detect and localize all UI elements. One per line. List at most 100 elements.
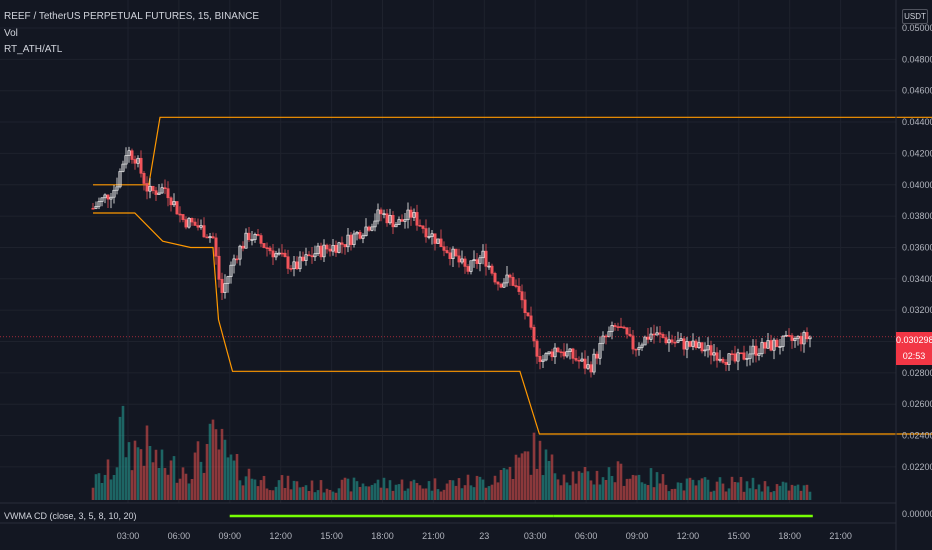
symbol-title[interactable]: REEF / TetherUS PERPETUAL FUTURES, 15, B… <box>4 11 260 22</box>
time-axis[interactable]: 03:00 06:00 09:00 12:00 15:00 18:00 21:00 23 03:… <box>117 531 852 541</box>
volume-bar <box>478 476 482 500</box>
candle-body <box>751 345 755 355</box>
candle-body <box>523 299 527 314</box>
volume-bar <box>310 480 314 500</box>
indicator-vol-label[interactable]: Vol <box>4 28 18 39</box>
volume-bar <box>502 467 506 500</box>
volume-bar <box>694 485 698 500</box>
candle-body <box>118 171 122 188</box>
volume-bar <box>625 478 629 500</box>
volume-bar <box>100 482 104 500</box>
indicator-ath-atl-label[interactable]: RT_ATH/ATL <box>4 44 63 55</box>
candle-body <box>238 245 242 260</box>
volume-bar <box>250 478 254 500</box>
volume-bar <box>796 484 800 500</box>
candle-body <box>154 190 158 195</box>
candle-body <box>190 217 194 223</box>
candle-body <box>640 344 644 348</box>
volume-bar <box>460 488 464 500</box>
volume-bar <box>517 457 521 500</box>
volume-bar <box>712 490 716 500</box>
candle-body <box>340 242 344 245</box>
volume-bar <box>472 487 476 500</box>
candle-body <box>754 345 758 356</box>
volume-bar <box>739 476 743 500</box>
volume-bar <box>361 483 365 500</box>
volume-bar <box>232 460 236 500</box>
volume-bar <box>289 489 293 500</box>
volume-bar <box>508 466 512 500</box>
candle-body <box>301 256 305 261</box>
volume-bar <box>466 474 470 500</box>
volume-bar <box>538 440 542 500</box>
candle-body <box>97 201 101 207</box>
volume-bar <box>541 475 545 500</box>
candle-body <box>235 258 239 261</box>
time-tick-label: 06:00 <box>168 531 191 541</box>
candle-body <box>451 248 455 259</box>
time-tick-label: 15:00 <box>728 531 751 541</box>
volume-bar <box>445 483 449 500</box>
volume-bar <box>253 479 257 500</box>
volume-bar <box>670 489 674 500</box>
candle-body <box>757 353 761 356</box>
candle-body <box>208 236 212 239</box>
candle-body <box>391 215 395 228</box>
price-tick-label: 0.042000 <box>902 148 932 158</box>
candle-body <box>487 265 491 268</box>
currency-badge[interactable]: USDT <box>902 9 928 24</box>
candle-body <box>622 326 626 329</box>
volume-bar <box>784 482 788 500</box>
volume-bar <box>709 491 713 500</box>
volume-bar <box>292 480 296 500</box>
volume-bar <box>685 478 689 500</box>
candle-body <box>466 266 470 272</box>
volume-bar <box>379 487 383 500</box>
candle-body <box>358 232 362 239</box>
volume-bar <box>355 481 359 500</box>
volume-bar <box>469 485 473 500</box>
candle-body <box>460 258 464 263</box>
volume-bar <box>202 472 206 500</box>
candle-body <box>448 252 452 259</box>
vwma-indicator-label[interactable]: VWMA CD (close, 3, 5, 8, 10, 20) <box>4 511 137 521</box>
candle-body <box>538 356 542 362</box>
candle-body <box>658 332 662 335</box>
volume-bar <box>523 451 527 500</box>
volume-bar <box>634 475 638 500</box>
candle-body <box>781 335 785 347</box>
candle-body <box>709 345 713 356</box>
volume-bar <box>760 491 764 500</box>
candle-body <box>748 353 752 359</box>
volume-bar <box>94 474 98 500</box>
volume-bar <box>556 479 560 500</box>
candle-body <box>718 358 722 361</box>
volume-bar <box>142 465 146 500</box>
volume-bar <box>175 482 179 500</box>
volume-bar <box>313 492 317 500</box>
volume-bar <box>601 477 605 500</box>
volume-bar <box>451 480 455 500</box>
candle-body <box>139 157 143 174</box>
volume-bar <box>262 475 266 500</box>
volume-bar <box>133 440 137 500</box>
volume-bar <box>319 480 323 500</box>
candle-body <box>346 234 350 248</box>
atl-line <box>93 212 932 435</box>
candle-body <box>169 197 173 206</box>
candle-body <box>517 286 521 292</box>
volume-bar <box>490 484 494 500</box>
candle-body <box>373 220 377 228</box>
volume-bar <box>409 481 413 500</box>
volume-bar <box>169 460 173 500</box>
candle-body <box>112 189 116 198</box>
last-price-value: 0.030298 <box>896 335 932 345</box>
volume-bar <box>223 439 227 500</box>
volume-bar <box>505 469 509 500</box>
volume-bar <box>220 428 224 500</box>
volume-bar <box>568 485 572 500</box>
candle-body <box>268 247 272 252</box>
candle-body <box>103 194 107 199</box>
candle-body <box>766 340 770 349</box>
